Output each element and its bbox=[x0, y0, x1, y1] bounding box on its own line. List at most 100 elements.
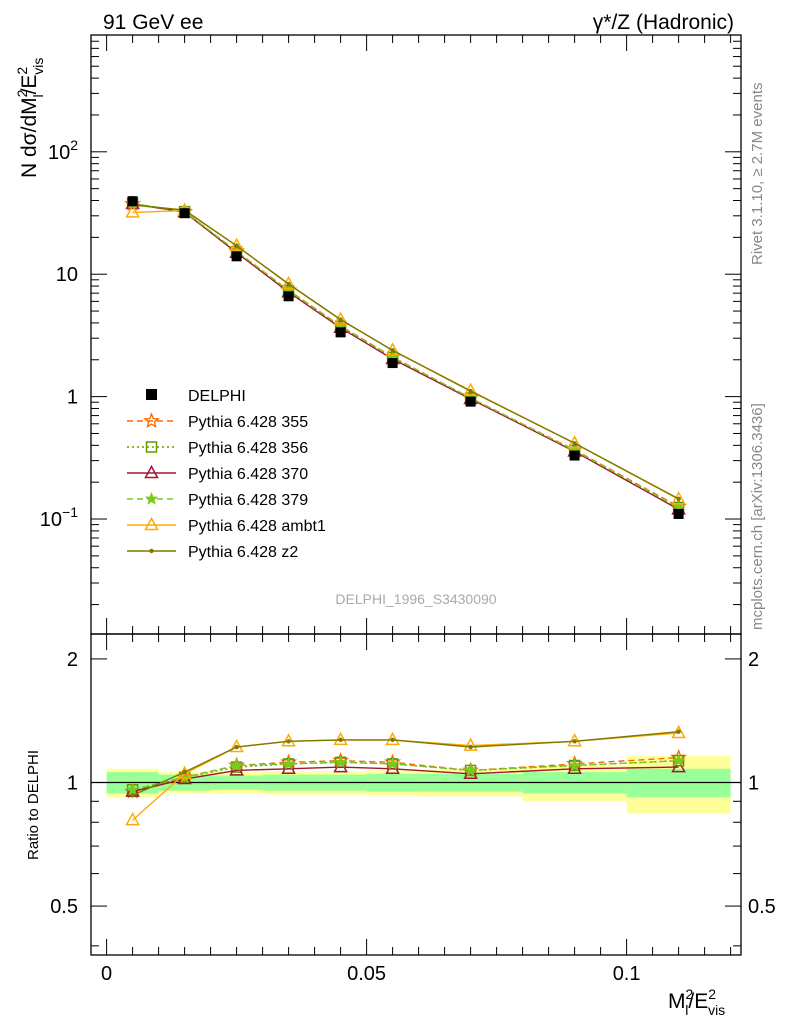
legend-label-5: Pythia 6.428 z2 bbox=[188, 544, 298, 561]
series-line-1 bbox=[132, 202, 679, 509]
data-point bbox=[387, 358, 398, 369]
ratio-point-4 bbox=[567, 733, 582, 747]
series-line-3 bbox=[132, 202, 679, 509]
ratio-ytick-label: 2 bbox=[67, 649, 78, 671]
data-point bbox=[283, 291, 294, 302]
ratio-point-3 bbox=[333, 755, 348, 768]
main-ytick-base: 10 bbox=[56, 264, 78, 286]
main-ytick-exp: −1 bbox=[62, 504, 78, 520]
ratio-line-2 bbox=[132, 766, 679, 793]
series-point-5 bbox=[572, 441, 577, 446]
legend-label-0: Pythia 6.428 355 bbox=[188, 414, 308, 431]
main-ytick-label: 10 bbox=[56, 264, 78, 286]
legend-marker-4 bbox=[144, 516, 159, 531]
data-point bbox=[465, 396, 476, 407]
series-point-4 bbox=[333, 311, 348, 325]
rivet-label: Rivet 3.1.10, ≥ 2.7M events bbox=[749, 83, 766, 266]
ratio-point-3 bbox=[463, 763, 478, 777]
xlabel-sub-l: l bbox=[685, 1002, 688, 1018]
legend-label-1: Pythia 6.428 356 bbox=[188, 440, 308, 457]
ratio-ytick-label-right: 1 bbox=[748, 772, 759, 794]
main-ylabel-mid: /E bbox=[18, 75, 41, 95]
main-ylabel-sub1: l bbox=[30, 94, 46, 97]
xlabel: M2 l/E2 vis bbox=[668, 986, 725, 1018]
x-tick-label: 0.05 bbox=[347, 963, 386, 985]
xlabel-sup2: 2 bbox=[708, 986, 716, 1002]
data-point bbox=[127, 196, 138, 207]
main-ylabel: N dσ/dM2l/E2vis bbox=[14, 58, 46, 178]
series-point-5 bbox=[338, 317, 343, 322]
legend-marker-3 bbox=[144, 491, 159, 505]
series-point-5 bbox=[390, 348, 395, 353]
series-line-0 bbox=[132, 203, 679, 508]
x-tick-label: 0.1 bbox=[613, 963, 641, 985]
main-ytick-label: 10−1 bbox=[40, 504, 78, 531]
ratio-point-5 bbox=[338, 737, 343, 743]
series-point-5 bbox=[468, 388, 473, 394]
main-ylabel-sub2: vis bbox=[30, 58, 46, 75]
ratio-point-3 bbox=[229, 758, 244, 772]
series-point-4 bbox=[229, 237, 244, 252]
series-point-4 bbox=[281, 275, 296, 290]
data-point bbox=[335, 327, 346, 338]
ratio-frame bbox=[90, 633, 742, 956]
ratio-point-5 bbox=[676, 729, 681, 734]
main-ylabel-prefix: N dσ/dM bbox=[18, 97, 41, 178]
legend-data-label: DELPHI bbox=[188, 388, 246, 405]
main-ytick-label: 1 bbox=[67, 387, 78, 409]
main-ytick-label: 102 bbox=[48, 137, 78, 164]
ratio-point-5 bbox=[130, 793, 135, 798]
legend-marker-1 bbox=[145, 441, 158, 453]
ratio-point-5 bbox=[234, 744, 239, 750]
ratio-point-5 bbox=[182, 769, 187, 775]
main-ytick-base: 10 bbox=[40, 509, 62, 531]
series-point-5 bbox=[234, 243, 239, 248]
ratio-point-4 bbox=[281, 733, 296, 747]
legend-marker-2 bbox=[144, 464, 159, 479]
analysis-watermark: DELPHI_1996_S3430090 bbox=[335, 591, 496, 607]
series-point-4 bbox=[671, 491, 686, 505]
ratio-ylabel: Ratio to DELPHI bbox=[25, 750, 42, 860]
ratio-ytick-label: 1 bbox=[67, 772, 78, 794]
ratio-point-4 bbox=[463, 737, 478, 751]
data-point bbox=[569, 450, 580, 461]
xlabel-sub-vis: vis bbox=[708, 1002, 725, 1018]
ratio-point-5 bbox=[286, 739, 291, 744]
main-ytick-exp: 2 bbox=[70, 137, 78, 153]
main-ytick-base: 10 bbox=[48, 142, 70, 164]
legend-data-marker bbox=[146, 389, 157, 400]
xlabel-m: M bbox=[668, 990, 686, 1013]
legend: DELPHI Pythia 6.428 355 Pythia 6.428 356 Py… bbox=[127, 388, 326, 561]
series-point-5 bbox=[676, 496, 681, 501]
ratio-point-4 bbox=[385, 731, 400, 746]
data-point bbox=[673, 508, 684, 519]
ratio-point-5 bbox=[468, 744, 473, 750]
ratio-point-3 bbox=[671, 753, 686, 767]
ratio-panel: 0.5 0.5 1 1 2 2 0 0.05 0.1 bbox=[50, 633, 776, 985]
energy-label: 91 GeV ee bbox=[103, 11, 203, 34]
ratio-point-4 bbox=[125, 811, 140, 826]
xlabel-sup: 2 bbox=[686, 986, 694, 1002]
legend-label-3: Pythia 6.428 379 bbox=[188, 492, 308, 509]
ratio-ytick-label: 0.5 bbox=[50, 896, 78, 918]
ratio-point-4 bbox=[333, 731, 348, 746]
process-label: γ*/Z (Hadronic) bbox=[593, 11, 734, 34]
main-ylabel-sup2: 2 bbox=[14, 67, 30, 75]
ratio-point-3 bbox=[567, 758, 582, 772]
main-ylabel-sup1: 2 bbox=[14, 89, 30, 97]
legend-marker-5 bbox=[149, 548, 154, 554]
ratio-point-3 bbox=[125, 782, 140, 796]
data-point bbox=[179, 208, 190, 219]
ratio-ytick-label-right: 2 bbox=[748, 649, 759, 671]
ratio-ytick-label-right: 0.5 bbox=[748, 896, 776, 918]
x-tick-label: 0 bbox=[101, 963, 112, 985]
ratio-point-3 bbox=[281, 756, 296, 770]
xlabel-e: /E bbox=[688, 990, 708, 1013]
main-ytick-base: 1 bbox=[67, 387, 78, 409]
ratio-point-2 bbox=[671, 759, 686, 773]
data-point bbox=[231, 251, 242, 262]
ratio-point-3 bbox=[385, 756, 400, 770]
ratio-point-5 bbox=[572, 739, 577, 744]
